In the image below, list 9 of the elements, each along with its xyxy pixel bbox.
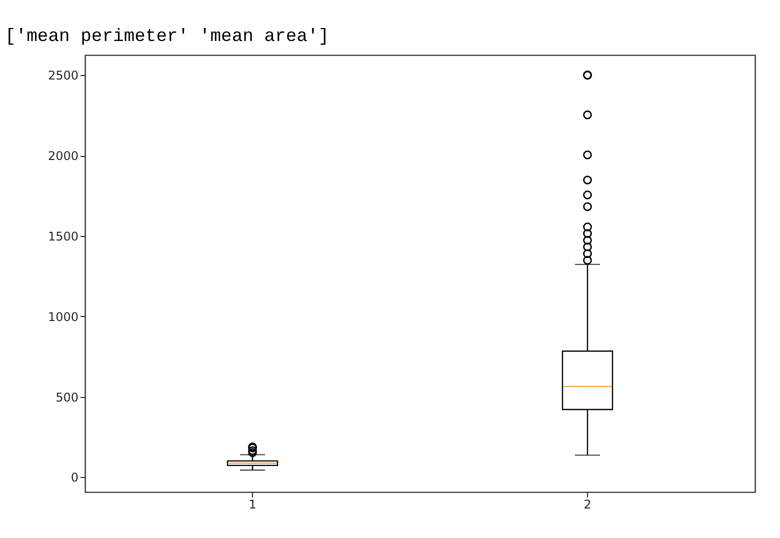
y-tick-label: 500: [56, 390, 78, 404]
chart-title: ['mean perimeter' 'mean area']: [5, 27, 330, 47]
y-tick-label: 2500: [48, 68, 78, 83]
x-tick-label: 2: [584, 498, 592, 512]
y-tick-label: 2000: [48, 149, 78, 164]
y-tick-label: 0: [70, 470, 78, 485]
x-tick-label: 1: [248, 498, 256, 512]
y-tick-label: 1500: [48, 229, 78, 244]
y-tick-label: 1000: [48, 310, 78, 324]
